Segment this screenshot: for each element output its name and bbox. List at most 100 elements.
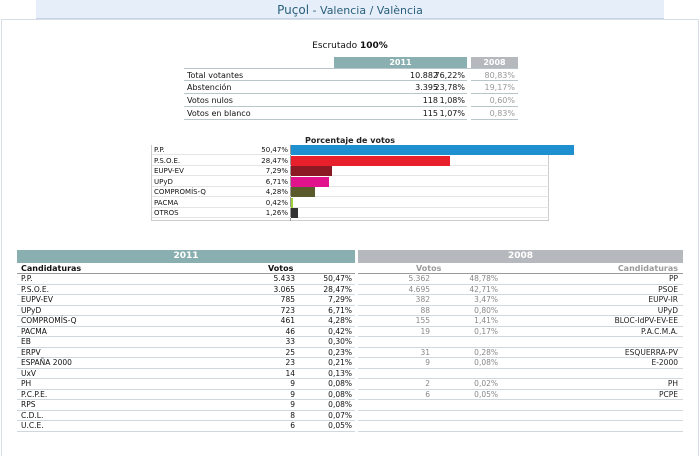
table-row: P.P. 5.433 50,47% bbox=[17, 274, 355, 285]
summary-votes: 115 bbox=[422, 109, 438, 118]
col-party-header-2008: Candidaturas bbox=[617, 264, 678, 273]
chart-title: Porcentaje de votos bbox=[304, 136, 396, 145]
turnout-summary: 2011 2008 Total votantes 10.882 76,22% 80,8… bbox=[184, 57, 518, 120]
party-pct-2008: 0,02% bbox=[474, 379, 498, 388]
chart-bar bbox=[291, 155, 451, 166]
chart-row: OTROS 1,26% bbox=[152, 208, 549, 218]
party-pct: 0,13% bbox=[328, 368, 352, 378]
party-name-2008: BLOC-IdPV-EV-EE bbox=[614, 316, 678, 325]
party-pct: 7,29% bbox=[328, 295, 352, 304]
results-2008-rows: 5.362 48,78% PP 4.695 42,71% PSOE 382 3,47% EUPV… bbox=[358, 274, 683, 432]
chart-bar bbox=[291, 187, 315, 197]
summary-prev-pct: 0,60% bbox=[489, 96, 515, 105]
table-row bbox=[358, 400, 683, 411]
summary-separator bbox=[467, 69, 471, 82]
chart-area: P.P. 50,47% P.S.O.E. 28,47% EUPV-EV 7,29% UPyD… bbox=[151, 145, 574, 221]
party-pct: 0,05% bbox=[328, 421, 352, 430]
table-row: UxV 14 0,13% bbox=[17, 368, 355, 379]
chart-row: PACMA 0,42% bbox=[152, 197, 549, 208]
table-row: 4.695 42,71% PSOE bbox=[358, 284, 683, 295]
party-pct-2008: 0,28% bbox=[474, 347, 498, 357]
chart-data-label: 1,26% bbox=[265, 209, 288, 217]
party-name: PH bbox=[21, 379, 32, 388]
summary-separator bbox=[467, 94, 471, 107]
table-row: P.S.O.E. 3.065 28,47% bbox=[17, 284, 355, 295]
party-votes: 23 bbox=[285, 358, 295, 367]
party-pct-2008: 0,80% bbox=[474, 305, 498, 315]
party-pct: 6,71% bbox=[328, 305, 352, 315]
party-votes-2008: 6 bbox=[425, 389, 430, 399]
chart-category-label: PACMA bbox=[154, 198, 179, 207]
table-row: 6 0,05% PCPE bbox=[358, 389, 683, 400]
summary-label: Total votantes bbox=[187, 71, 244, 80]
party-votes: 33 bbox=[285, 337, 295, 346]
table-row: 88 0,80% UPyD bbox=[358, 305, 683, 316]
party-votes: 723 bbox=[280, 305, 295, 315]
chart-category-label: UPyD bbox=[154, 177, 173, 186]
results-2011-year: 2011 bbox=[17, 250, 355, 263]
summary-votes: 3.395 bbox=[415, 83, 438, 92]
page-title: Puçol - Valencia / València bbox=[277, 3, 423, 17]
table-row: RPS 9 0,08% bbox=[17, 400, 355, 411]
table-row bbox=[358, 369, 683, 379]
party-name-2008: P.A.C.M.A. bbox=[641, 326, 678, 336]
summary-pct: 1,07% bbox=[439, 109, 465, 118]
table-row: 19 0,17% P.A.C.M.A. bbox=[358, 326, 683, 337]
party-votes: 14 bbox=[285, 368, 295, 378]
escrutado-label: Escrutado bbox=[312, 41, 361, 51]
party-pct: 4,28% bbox=[328, 316, 352, 325]
party-name: UPyD bbox=[21, 305, 42, 315]
party-pct-2008: 42,71% bbox=[469, 284, 498, 294]
summary-votes: 118 bbox=[422, 96, 438, 105]
party-pct-2008: 0,05% bbox=[474, 389, 498, 399]
summary-row: Total votantes 10.882 76,22% 80,83% bbox=[184, 68, 518, 82]
table-row: ERPV 25 0,23% bbox=[17, 347, 355, 358]
summary-row: Abstención 3.395 23,78% 19,17% bbox=[184, 81, 518, 94]
chart-row: EUPV-EV 7,29% bbox=[152, 166, 549, 176]
table-row: COMPROMÍS-Q 461 4,28% bbox=[17, 316, 355, 327]
chart-row: COMPROMÍS-Q 4,28% bbox=[152, 187, 549, 197]
table-row: PH 9 0,08% bbox=[17, 379, 355, 390]
province-name: - Valencia / València bbox=[309, 4, 423, 17]
party-name: EB bbox=[21, 337, 31, 346]
party-votes-2008: 4.695 bbox=[408, 284, 430, 294]
summary-label: Votos en blanco bbox=[187, 109, 251, 118]
party-name: ESPAÑA 2000 bbox=[21, 358, 72, 367]
table-row bbox=[358, 421, 683, 432]
summary-row: Votos en blanco 115 1,07% 0,83% bbox=[184, 107, 518, 120]
chart-bar bbox=[291, 197, 294, 208]
party-name: C.D.L. bbox=[21, 410, 44, 420]
table-row: U.C.E. 6 0,05% bbox=[17, 421, 355, 432]
party-name-2008: EUPV-IR bbox=[648, 295, 678, 304]
party-pct: 28,47% bbox=[323, 284, 352, 294]
chart-data-label: 6,71% bbox=[265, 177, 288, 186]
summary-rows: Total votantes 10.882 76,22% 80,83% Abstenci… bbox=[184, 68, 518, 120]
party-pct-2008: 3,47% bbox=[474, 295, 498, 304]
results-2008-colhead: Votos Candidaturas bbox=[358, 263, 683, 274]
chart-category-label: P.P. bbox=[154, 146, 165, 154]
party-votes-2008: 5.362 bbox=[408, 274, 430, 283]
party-votes-2008: 19 bbox=[420, 326, 430, 336]
chart-data-label: 7,29% bbox=[265, 167, 288, 175]
party-votes: 25 bbox=[285, 347, 295, 357]
party-name-2008: ESQUERRA-PV bbox=[624, 347, 678, 357]
table-row: 9 0,08% E-2000 bbox=[358, 358, 683, 369]
table-row: ESPAÑA 2000 23 0,21% bbox=[17, 358, 355, 369]
party-pct-2008: 0,17% bbox=[474, 326, 498, 336]
party-name: EUPV-EV bbox=[21, 295, 54, 304]
summary-pct: 23,78% bbox=[434, 83, 465, 92]
chart-bar bbox=[291, 176, 329, 187]
summary-header: 2011 2008 bbox=[184, 57, 518, 68]
header-bar: Puçol - Valencia / València bbox=[36, 0, 664, 19]
results-2011-rows: P.P. 5.433 50,47% P.S.O.E. 3.065 28,47% EUPV-E… bbox=[17, 274, 355, 432]
table-row bbox=[358, 337, 683, 348]
summary-label: Votos nulos bbox=[187, 96, 233, 105]
party-pct: 0,08% bbox=[328, 389, 352, 399]
table-row: 2 0,02% PH bbox=[358, 379, 683, 390]
summary-separator bbox=[467, 107, 471, 120]
party-name: P.P. bbox=[21, 274, 33, 283]
party-votes-2008: 2 bbox=[425, 379, 430, 388]
party-votes: 461 bbox=[280, 316, 295, 325]
party-name: U.C.E. bbox=[21, 421, 44, 430]
summary-prev-pct: 0,83% bbox=[489, 109, 515, 118]
